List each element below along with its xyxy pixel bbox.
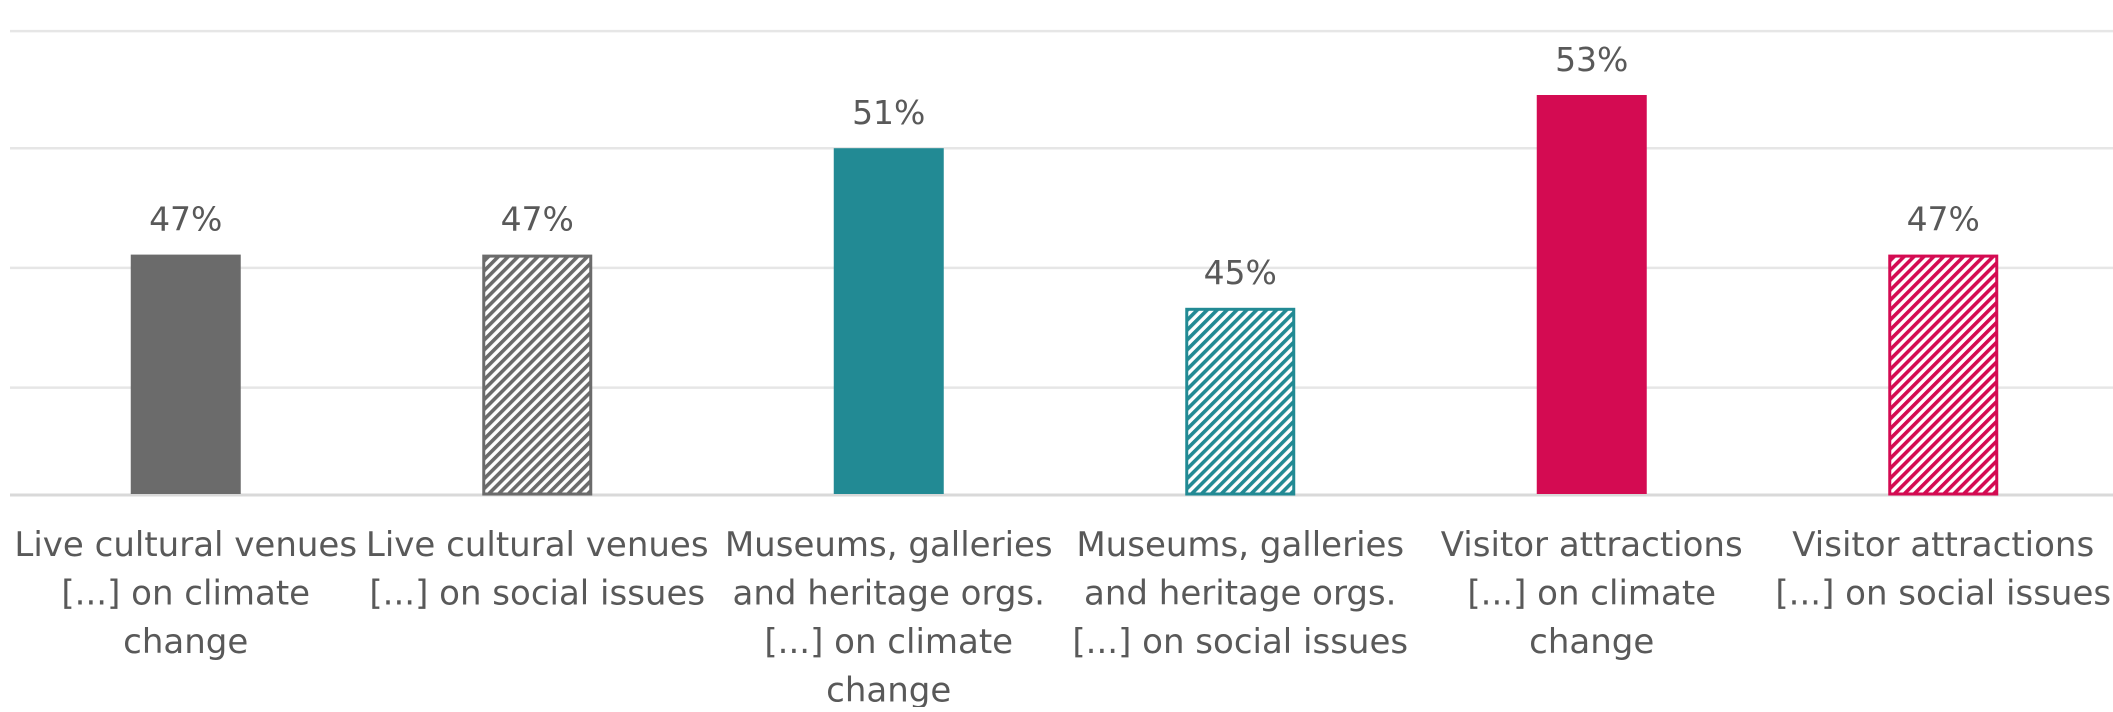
category-label-line: [...] on social issues (1072, 622, 1408, 662)
category-label: Museums, galleries and heritage orgs. [...… (1072, 525, 1408, 662)
category-labels: Live cultural venues [...] on climate chan… (14, 525, 2111, 707)
category-label-line: Visitor attractions (1441, 525, 1743, 565)
bars (131, 95, 1997, 494)
data-label: 53% (1555, 40, 1628, 79)
data-label: 47% (1907, 200, 1980, 239)
data-label: 47% (501, 200, 574, 239)
bar (1537, 95, 1647, 494)
category-label: Live cultural venues [...] on climate chan… (14, 525, 357, 662)
bar (834, 148, 944, 494)
category-label: Live cultural venues [...] on social issu… (366, 525, 709, 614)
category-label-line: change (1529, 622, 1654, 662)
bar (131, 255, 241, 494)
bar (484, 256, 591, 494)
category-label-line: [...] on climate (764, 622, 1013, 662)
category-label-line: change (826, 671, 951, 708)
data-label: 47% (149, 200, 222, 239)
category-label-line: and heritage orgs. (1084, 574, 1396, 614)
category-label: Visitor attractions [...] on climate chang… (1441, 525, 1743, 662)
category-label-line: [...] on climate (1467, 574, 1716, 614)
category-label-line: change (123, 622, 248, 662)
gridlines (10, 31, 2113, 495)
category-label-line: Museums, galleries (1076, 525, 1404, 565)
category-label-line: Museums, galleries (725, 525, 1053, 565)
bar (1890, 256, 1997, 494)
category-label-line: [...] on social issues (369, 574, 705, 614)
data-labels: 47% 47% 51% 45% 53% 47% (149, 40, 1980, 292)
category-label-line: Visitor attractions (1792, 525, 2094, 565)
category-label: Visitor attractions [...] on social issue… (1775, 525, 2111, 614)
data-label: 45% (1204, 253, 1277, 292)
category-label-line: and heritage orgs. (733, 574, 1045, 614)
category-label-line: Live cultural venues (14, 525, 357, 565)
category-label-line: [...] on social issues (1775, 574, 2111, 614)
category-label-line: Live cultural venues (366, 525, 709, 565)
category-label: Museums, galleries and heritage orgs. [...… (725, 525, 1053, 707)
category-label-line: [...] on climate (61, 574, 310, 614)
data-label: 51% (852, 93, 925, 132)
bar (1187, 309, 1294, 494)
